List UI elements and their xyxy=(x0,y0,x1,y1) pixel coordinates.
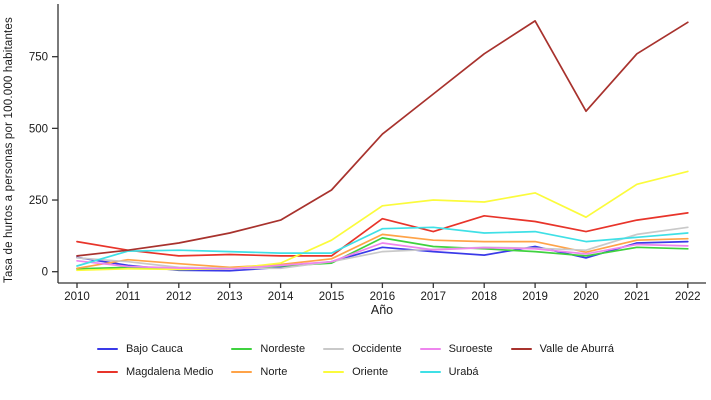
legend-label-oriente: Oriente xyxy=(352,366,389,378)
y-tick-label-500: 500 xyxy=(29,123,48,135)
y-tick-label-0: 0 xyxy=(42,267,48,279)
legend-label-magdalena-medio: Magdalena Medio xyxy=(125,366,214,378)
legend-item-occidente: Occidente xyxy=(323,341,402,357)
legend-item-bajo-cauca: Bajo Cauca xyxy=(96,341,213,357)
legend-item-nordeste: Nordeste xyxy=(231,341,305,357)
legend-label-bajo-cauca: Bajo Cauca xyxy=(125,343,183,355)
x-tick-label-2010: 2010 xyxy=(64,291,90,303)
line-series-magdalena-medio xyxy=(76,212,689,257)
line-series-bajo-cauca xyxy=(76,240,689,272)
legend-item-uraba: Urabá xyxy=(419,364,493,380)
legend-key-line-nordeste xyxy=(231,347,253,351)
legend-item-oriente: Oriente xyxy=(323,364,402,380)
legend-item-suroeste: Suroeste xyxy=(419,341,493,357)
x-tick-label-2021: 2021 xyxy=(624,291,650,303)
x-tick-label-2020: 2020 xyxy=(573,291,599,303)
legend-label-nordeste: Nordeste xyxy=(260,343,306,355)
legend-key-line-occidente xyxy=(323,347,345,351)
legend-key-line-suroeste xyxy=(419,347,441,351)
x-tick-label-2015: 2015 xyxy=(319,291,345,303)
x-tick-label-2014: 2014 xyxy=(268,291,294,303)
legend-key-line-oriente xyxy=(323,370,345,374)
legend-label-uraba: Urabá xyxy=(448,366,479,378)
x-tick-label-2016: 2016 xyxy=(370,291,396,303)
line-series-suroeste xyxy=(76,242,689,270)
legend-key-line-norte xyxy=(231,370,253,374)
legend-label-valle-de-aburra: Valle de Aburrá xyxy=(539,343,615,355)
x-axis-title: Año xyxy=(370,303,394,317)
legend-key-line-uraba xyxy=(419,370,441,374)
x-tick-label-2022: 2022 xyxy=(675,291,701,303)
y-tick-label-250: 250 xyxy=(29,195,48,207)
legend-key-line-valle-de-aburra xyxy=(510,347,532,351)
plot-svg: 0 250 500 750 2010 2011 2012 2013 2014 2015 2016 20… xyxy=(29,4,706,303)
legend-item-magdalena-medio: Magdalena Medio xyxy=(96,364,214,380)
legend-key-line-magdalena-medio xyxy=(96,370,118,374)
y-tick-label-750: 750 xyxy=(29,52,48,64)
legend-label-suroeste: Suroeste xyxy=(448,343,493,355)
line-series-norte xyxy=(76,233,689,270)
legend-item-norte: Norte xyxy=(231,364,305,380)
legend-key-line-bajo-cauca xyxy=(96,347,118,351)
legend: Bajo Cauca Magdalena Medio Nordeste Norte Oc… xyxy=(96,341,615,380)
y-axis-title: Tasa de hurtos a personas por 100.000 ha… xyxy=(3,17,15,283)
x-tick-label-2017: 2017 xyxy=(421,291,447,303)
legend-label-occidente: Occidente xyxy=(352,343,402,355)
x-tick-label-2011: 2011 xyxy=(116,291,141,303)
x-tick-label-2012: 2012 xyxy=(166,291,192,303)
legend-label-norte: Norte xyxy=(260,366,288,378)
line-series-valle-de-aburra xyxy=(76,20,689,257)
x-tick-label-2013: 2013 xyxy=(217,291,243,303)
legend-item-valle-de-aburra: Valle de Aburrá xyxy=(510,341,615,357)
line-series-uraba xyxy=(76,226,689,267)
x-tick-label-2019: 2019 xyxy=(522,291,548,303)
x-tick-label-2018: 2018 xyxy=(471,291,497,303)
line-series-oriente xyxy=(76,170,689,272)
